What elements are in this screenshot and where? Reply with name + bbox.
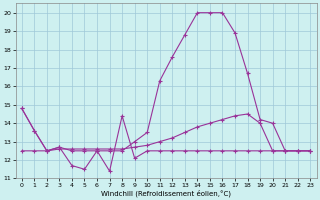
X-axis label: Windchill (Refroidissement éolien,°C): Windchill (Refroidissement éolien,°C) [101,189,231,197]
